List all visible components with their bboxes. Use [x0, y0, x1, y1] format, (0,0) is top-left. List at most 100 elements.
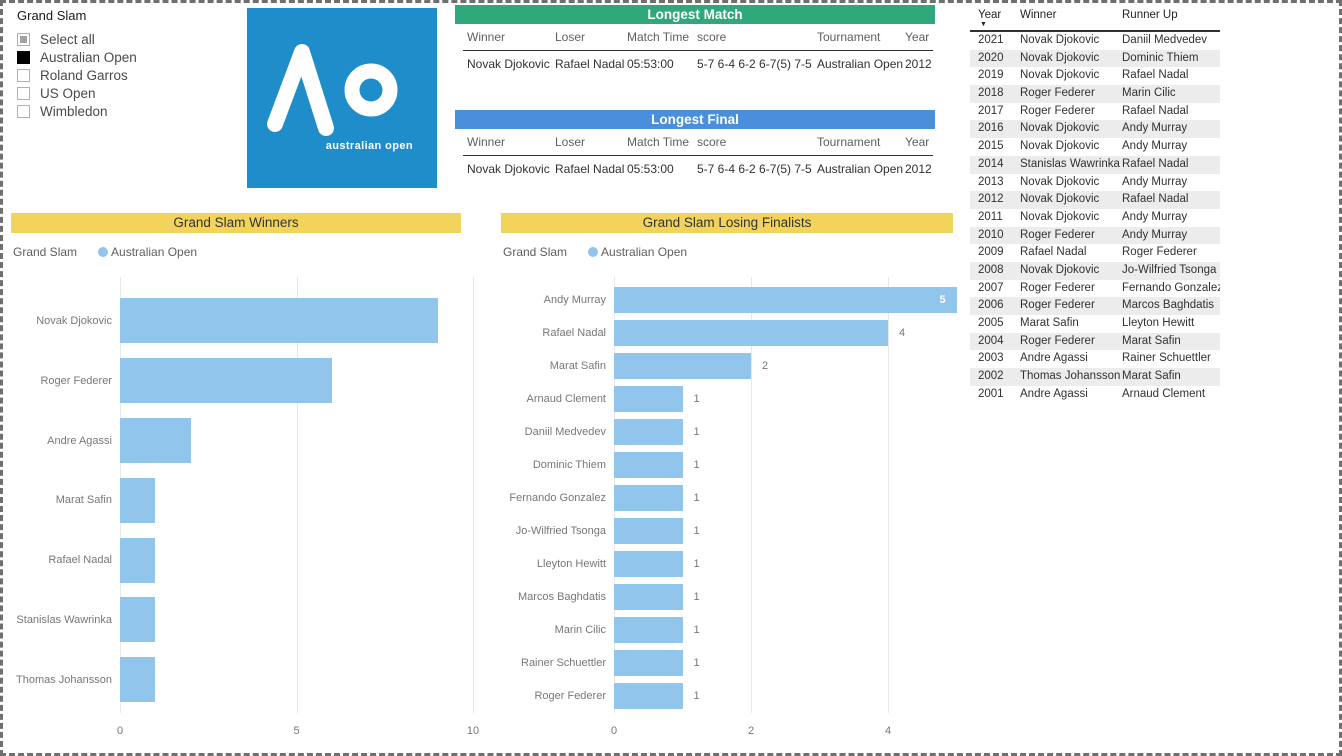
longest-final-col-header: Year — [905, 135, 930, 149]
bar-andy-murray[interactable] — [614, 286, 957, 313]
table-row[interactable]: 2012 Novak Djokovic Rafael Nadal — [970, 191, 1220, 209]
data-label: 1 — [693, 557, 700, 570]
runner-up-cell: Andy Murray — [1122, 140, 1188, 153]
bar-andre-agassi[interactable] — [120, 418, 191, 463]
winners-chart-legend[interactable]: Grand Slam Australian Open — [13, 245, 197, 259]
table-row[interactable]: 2005 Marat Safin Lleyton Hewitt — [970, 315, 1220, 333]
table-row[interactable]: 2004 Roger Federer Marat Safin — [970, 332, 1220, 351]
table-row[interactable]: 2013 Novak Djokovic Andy Murray — [970, 174, 1220, 192]
slicer-item-us-open[interactable]: US Open — [17, 84, 237, 102]
category-label: Stanislas Wawrinka — [16, 613, 112, 626]
category-label: Daniil Medvedev — [524, 425, 606, 438]
bar-arnaud-clement[interactable] — [614, 385, 683, 412]
category-label: Lleyton Hewitt — [536, 557, 606, 570]
longest-final-row[interactable]: Novak Djokovic Rafael Nadal 05:53:00 5-7 6-… — [463, 160, 933, 176]
year-cell: 2020 — [978, 51, 1004, 64]
table-row[interactable]: 2014 Stanislas Wawrinka Rafael Nadal — [970, 155, 1220, 174]
category-label: Jo-Wilfried Tsonga — [515, 524, 606, 537]
bar-lleyton-hewitt[interactable] — [614, 550, 683, 577]
category-label: Marin Cilic — [554, 623, 606, 636]
runner-up-cell: Lleyton Hewitt — [1122, 317, 1195, 329]
category-label: Roger Federer — [40, 374, 112, 387]
table-row[interactable]: 2002 Thomas Johansson Marat Safin — [970, 368, 1220, 386]
table-row[interactable]: 2003 Andre Agassi Rainer Schuettler — [970, 350, 1220, 368]
checkbox-checked-icon[interactable] — [17, 50, 30, 64]
bar-marcos-baghdatis[interactable] — [614, 583, 683, 610]
slicer-items: Select all Australian Open Roland Garros US… — [17, 30, 237, 120]
bar-daniil-medvedev[interactable] — [614, 418, 683, 445]
table-row[interactable]: 2007 Roger Federer Fernando Gonzalez — [970, 280, 1220, 298]
legend-field-label: Grand Slam — [13, 245, 78, 259]
results-table-header[interactable]: Year ▼ Winner Runner Up — [970, 5, 1220, 32]
slicer-item-roland-garros[interactable]: Roland Garros — [17, 66, 237, 84]
year-cell: 2008 — [978, 263, 1004, 276]
category-label: Fernando Gonzalez — [509, 491, 606, 504]
checkbox-unchecked-icon[interactable] — [17, 104, 30, 118]
bar-stanislas-wawrinka[interactable] — [120, 597, 156, 643]
table-row[interactable]: 2018 Roger Federer Marin Cilic — [970, 85, 1220, 103]
gridline — [888, 277, 889, 713]
category-label: Rafael Nadal — [542, 326, 606, 339]
table-row[interactable]: 2001 Andre Agassi Arnaud Clement — [970, 386, 1220, 404]
table-row[interactable]: 2019 Novak Djokovic Rafael Nadal — [970, 67, 1220, 85]
slicer-item-australian-open[interactable]: Australian Open — [17, 48, 237, 66]
bar-rafael-nadal[interactable] — [614, 319, 888, 346]
winner-cell: Roger Federer — [1020, 281, 1095, 294]
data-label: 1 — [693, 458, 700, 471]
longest-match-column-headers: Winner Loser Match Time score Tournament Year — [463, 30, 933, 51]
year-cell: 2015 — [978, 140, 1004, 153]
table-row[interactable]: 2016 Novak Djokovic Andy Murray — [970, 120, 1220, 139]
runner-up-cell: Rafael Nadal — [1122, 193, 1189, 206]
runner-up-cell: Jo-Wilfried Tsonga — [1122, 263, 1217, 276]
bar-rainer-schuettler[interactable] — [614, 649, 683, 676]
winner-cell: Novak Djokovic — [1020, 210, 1100, 223]
year-cell: 2005 — [978, 317, 1004, 329]
longest-final-col-header: Winner — [467, 135, 506, 149]
finalists-chart-legend[interactable]: Grand Slam Australian Open — [503, 245, 687, 259]
winner-cell: Novak Djokovic — [1020, 140, 1100, 153]
category-label: Novak Djokovic — [36, 314, 112, 327]
longest-match-row[interactable]: Novak Djokovic Rafael Nadal 05:53:00 5-7 6-… — [463, 55, 933, 71]
bar-roger-federer[interactable] — [120, 358, 332, 404]
data-label: 1 — [693, 590, 700, 603]
table-row[interactable]: 2010 Roger Federer Andy Murray — [970, 226, 1220, 245]
category-label: Arnaud Clement — [526, 392, 607, 405]
winner-cell: Novak Djokovic — [1020, 34, 1100, 46]
slicer-item-select-all[interactable]: Select all — [17, 30, 237, 48]
table-row[interactable]: 2020 Novak Djokovic Dominic Thiem — [970, 49, 1220, 68]
column-header-winner[interactable]: Winner — [1020, 9, 1057, 21]
table-row[interactable]: 2011 Novak Djokovic Andy Murray — [970, 209, 1220, 227]
table-row[interactable]: 2006 Roger Federer Marcos Baghdatis — [970, 297, 1220, 315]
bar-fernando-gonzalez[interactable] — [614, 484, 683, 511]
bar-marat-safin[interactable] — [120, 477, 156, 523]
slicer-title: Grand Slam — [17, 8, 87, 23]
bar-jo-wilfried-tsonga[interactable] — [614, 517, 683, 544]
year-cell: 2014 — [978, 157, 1004, 170]
bar-marat-safin[interactable] — [614, 352, 751, 379]
slicer-item-wimbledon[interactable]: Wimbledon — [17, 102, 237, 120]
column-header-runner-up[interactable]: Runner Up — [1122, 9, 1178, 21]
table-row[interactable]: 2015 Novak Djokovic Andy Murray — [970, 138, 1220, 156]
bar-rafael-nadal[interactable] — [120, 537, 156, 583]
longest-final-title: Longest Final — [455, 110, 935, 129]
table-row[interactable]: 2017 Roger Federer Rafael Nadal — [970, 103, 1220, 121]
column-header-year[interactable]: Year ▼ — [978, 9, 1002, 28]
ao-monogram-icon — [267, 44, 398, 136]
winner-cell: Roger Federer — [1020, 299, 1095, 312]
table-row[interactable]: 2009 Rafael Nadal Roger Federer — [970, 244, 1220, 262]
runner-up-cell: Arnaud Clement — [1122, 387, 1206, 400]
bar-marin-cilic[interactable] — [614, 616, 683, 643]
checkbox-unchecked-icon[interactable] — [17, 86, 30, 100]
winner-cell: Andre Agassi — [1020, 387, 1088, 400]
bar-roger-federer[interactable] — [614, 682, 683, 709]
bar-novak-djokovic[interactable] — [120, 298, 438, 344]
checkbox-unchecked-icon[interactable] — [17, 68, 30, 82]
finalists-chart-title: Grand Slam Losing Finalists — [501, 213, 953, 233]
winners-chart-title: Grand Slam Winners — [11, 213, 461, 233]
year-cell: 2003 — [978, 352, 1004, 365]
bar-thomas-johansson[interactable] — [120, 657, 156, 703]
bar-dominic-thiem[interactable] — [614, 451, 683, 478]
checkbox-indeterminate-icon[interactable] — [17, 32, 30, 46]
table-row[interactable]: 2021 Novak Djokovic Daniil Medvedev — [970, 32, 1220, 50]
table-row[interactable]: 2008 Novak Djokovic Jo-Wilfried Tsonga — [970, 261, 1220, 280]
